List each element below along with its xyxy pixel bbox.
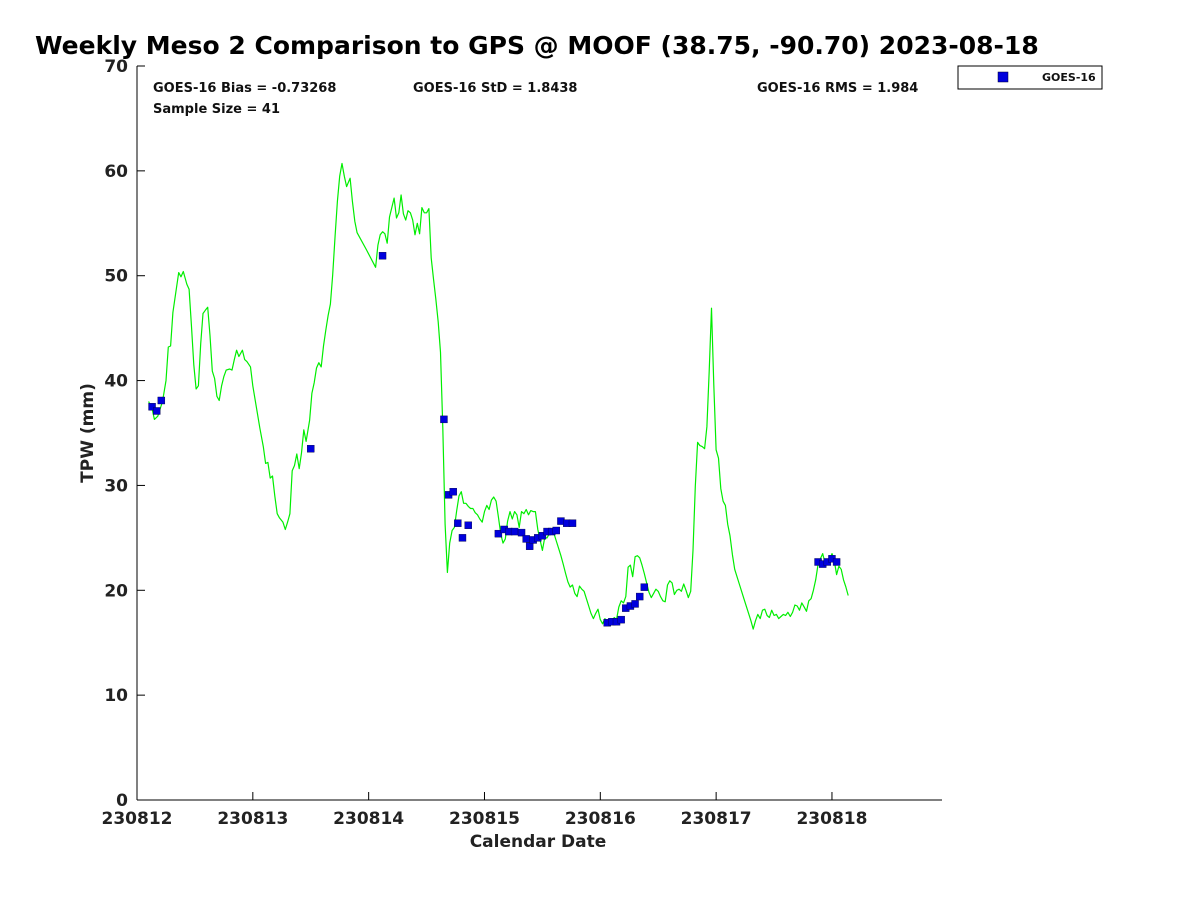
- x-tick-label: 230816: [565, 809, 636, 829]
- series-lines: [148, 162, 849, 630]
- y-tick-label: 20: [104, 581, 128, 601]
- x-tick-label: 230812: [102, 809, 173, 829]
- legend-box: [957, 65, 1103, 90]
- y-tick-label: 40: [104, 372, 128, 392]
- plot-area: 0 10 20 30 40 50 60 70 230812 230813 230814 230815…: [102, 57, 942, 829]
- x-tick-label: 230815: [449, 809, 520, 829]
- y-tick-label: 10: [104, 686, 128, 706]
- y-tick-label: 30: [104, 476, 128, 496]
- sample-size-stat: Sample Size = 41: [153, 102, 280, 117]
- x-axis-label: Calendar Date: [470, 832, 607, 852]
- data-point-goes-16: [635, 592, 644, 601]
- y-tick-label: 50: [104, 267, 128, 287]
- data-point-goes-16: [617, 615, 625, 624]
- data-point-goes-16: [631, 600, 639, 608]
- rms-stat: GOES-16 RMS = 1.984: [757, 81, 918, 96]
- data-point-goes-16: [440, 415, 448, 424]
- data-point-goes-16: [525, 542, 534, 550]
- legend-label-goes16: GOES-16: [1042, 71, 1096, 84]
- series-line-gps: [148, 162, 849, 630]
- data-point-goes-16: [538, 532, 547, 540]
- chart-title: Weekly Meso 2 Comparison to GPS @ MOOF (…: [35, 31, 1039, 60]
- std-stat: GOES-16 StD = 1.8438: [413, 81, 577, 96]
- x-tick-label: 230817: [681, 809, 752, 829]
- data-point-goes-16: [449, 488, 457, 496]
- data-point-goes-16: [454, 519, 462, 527]
- y-tick-label: 60: [104, 162, 128, 182]
- x-tick-label: 230814: [333, 809, 404, 829]
- legend: GOES-16: [957, 65, 1103, 90]
- data-point-goes-16: [568, 519, 577, 527]
- data-point-goes-16: [832, 558, 841, 566]
- series-markers: [148, 252, 841, 627]
- y-tick-label: 0: [116, 791, 128, 811]
- data-point-goes-16: [522, 535, 530, 543]
- data-point-goes-16: [152, 407, 161, 415]
- data-point-goes-16: [517, 528, 526, 537]
- y-axis-label: TPW (mm): [78, 383, 98, 483]
- y-ticks: 0 10 20 30 40 50 60 70: [104, 57, 145, 811]
- data-point-goes-16: [640, 583, 649, 591]
- x-tick-label: 230813: [217, 809, 288, 829]
- legend-marker-goes16: [997, 71, 1009, 83]
- data-point-goes-16: [157, 396, 166, 405]
- data-point-goes-16: [510, 527, 519, 536]
- data-point-goes-16: [458, 534, 467, 542]
- x-ticks: 230812 230813 230814 230815 230816 230817 2308…: [102, 792, 867, 829]
- y-tick-label: 70: [104, 57, 128, 77]
- data-point-goes-16: [494, 529, 503, 538]
- data-point-goes-16: [307, 445, 315, 453]
- bias-stat: GOES-16 Bias = -0.73268: [153, 81, 336, 96]
- data-point-goes-16: [378, 252, 387, 260]
- data-point-goes-16: [148, 403, 156, 411]
- x-tick-label: 230818: [796, 809, 867, 829]
- data-point-goes-16: [552, 526, 560, 535]
- data-point-goes-16: [464, 521, 472, 529]
